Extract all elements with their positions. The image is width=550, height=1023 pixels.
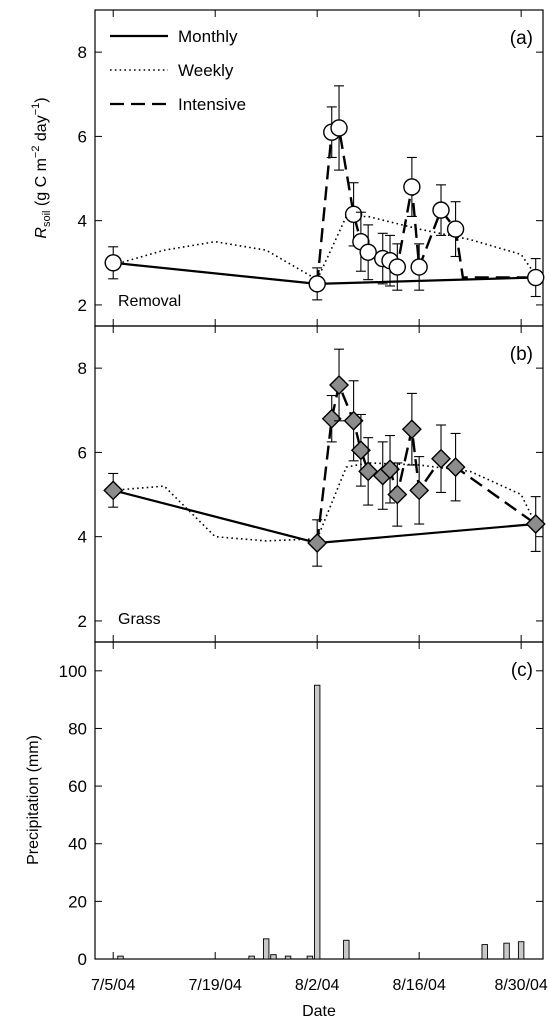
- precip-bar: [481, 944, 488, 960]
- data-point-diamond: [103, 480, 124, 501]
- data-point-diamond: [350, 440, 371, 461]
- data-point-diamond: [321, 408, 342, 429]
- y-tick-label: 100: [59, 662, 87, 681]
- precip-bar: [248, 955, 255, 960]
- series-line-intensive: [316, 380, 537, 544]
- legend-weekly-label: Weekly: [178, 61, 234, 80]
- series-line-weekly: [113, 462, 537, 542]
- legend-intensive-label: Intensive: [178, 95, 246, 114]
- precip-bar: [313, 684, 321, 960]
- data-point-circle: [330, 119, 348, 137]
- data-point-circle: [359, 243, 377, 261]
- precip-bar: [503, 942, 510, 960]
- y-tick-label: 8: [78, 43, 87, 62]
- y-tick-label: 4: [78, 528, 87, 547]
- data-point-diamond: [307, 532, 328, 553]
- x-tick-label: 8/30/04: [494, 977, 547, 994]
- y-tick-label: 6: [78, 127, 87, 146]
- panel-b-frame: [94, 325, 544, 643]
- precip-bar: [117, 955, 124, 960]
- data-point-diamond: [525, 514, 546, 535]
- panel-c: 0 20 40 60 80 100: [59, 642, 543, 969]
- shared-x-axis: 7/5/04 7/19/04 8/2/04 8/16/04 8/30/04: [91, 977, 548, 994]
- precip-bar: [517, 941, 525, 960]
- y-tick-label: 0: [78, 950, 87, 969]
- legend: Monthly Weekly Intensive: [110, 27, 246, 114]
- data-point-circle: [410, 258, 428, 276]
- y-tick-label: 20: [68, 892, 87, 911]
- panel-a: 2 4 6 8: [78, 10, 545, 326]
- precip-bar: [343, 939, 350, 960]
- y-tick-label: 8: [78, 359, 87, 378]
- data-point-diamond: [401, 419, 422, 440]
- y-tick-label: 60: [68, 777, 87, 796]
- panel-b-tag: (b): [510, 344, 533, 365]
- data-point-diamond: [329, 374, 350, 395]
- data-point-circle: [403, 178, 421, 196]
- data-point-circle: [446, 220, 465, 238]
- panel-b: 2 4 6 8: [78, 326, 546, 642]
- x-tick-label: 8/16/04: [392, 977, 445, 994]
- y-tick-label: 4: [78, 212, 87, 231]
- precip-bar: [262, 938, 270, 960]
- data-point-circle: [432, 201, 450, 219]
- y-tick-label: 6: [78, 443, 87, 462]
- data-point-circle: [104, 254, 122, 272]
- data-point-diamond: [445, 457, 466, 478]
- x-axis-label: Date: [302, 1003, 336, 1020]
- series-line-weekly: [112, 215, 537, 281]
- data-point-diamond: [387, 484, 408, 505]
- panel-c-tag: (c): [511, 660, 533, 681]
- precip-bar: [270, 954, 277, 960]
- x-tick-label: 7/5/04: [91, 977, 136, 994]
- x-tick-label: 7/19/04: [188, 977, 241, 994]
- panel-a-tag: (a): [510, 28, 533, 49]
- precip-bar: [306, 955, 314, 960]
- data-point-circle: [527, 268, 545, 287]
- data-point-circle: [388, 258, 407, 276]
- x-tick-label: 8/2/04: [295, 977, 340, 994]
- panel-a-label: Removal: [118, 293, 181, 310]
- y-tick-label: 2: [78, 296, 87, 315]
- data-point-diamond: [409, 480, 430, 501]
- y-tick-label: 2: [78, 612, 87, 631]
- data-point-diamond: [358, 461, 379, 482]
- data-point-circle: [344, 205, 363, 224]
- legend-monthly-label: Monthly: [178, 27, 238, 46]
- y-axis-label-rsoil: Rsoil (g C m−2 day−1): [30, 97, 53, 238]
- y-tick-label: 40: [68, 835, 87, 854]
- series-line-intensive: [316, 126, 536, 285]
- data-point-circle: [308, 275, 326, 293]
- data-point-diamond: [343, 410, 364, 431]
- data-point-diamond: [380, 459, 401, 480]
- y-tick-label: 80: [68, 719, 87, 738]
- data-point-diamond: [431, 448, 452, 469]
- panel-b-label: Grass: [118, 611, 161, 628]
- y-axis-label-precipitation: Precipitation (mm): [25, 735, 42, 865]
- precip-bar: [284, 955, 292, 960]
